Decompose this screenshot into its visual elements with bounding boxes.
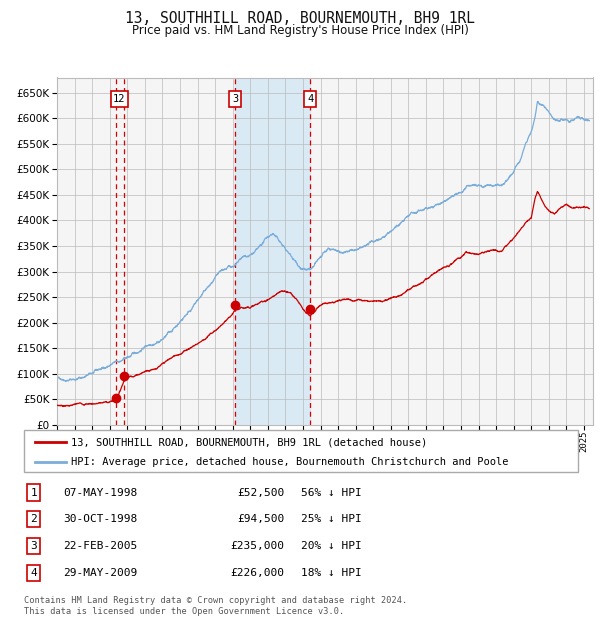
Text: 25% ↓ HPI: 25% ↓ HPI — [301, 515, 362, 525]
Text: 3: 3 — [31, 541, 37, 551]
Text: 20% ↓ HPI: 20% ↓ HPI — [301, 541, 362, 551]
Text: Price paid vs. HM Land Registry's House Price Index (HPI): Price paid vs. HM Land Registry's House … — [131, 24, 469, 37]
FancyBboxPatch shape — [24, 430, 578, 472]
Text: Contains HM Land Registry data © Crown copyright and database right 2024.
This d: Contains HM Land Registry data © Crown c… — [24, 596, 407, 616]
Text: 56% ↓ HPI: 56% ↓ HPI — [301, 487, 362, 498]
Text: 13, SOUTHHILL ROAD, BOURNEMOUTH, BH9 1RL (detached house): 13, SOUTHHILL ROAD, BOURNEMOUTH, BH9 1RL… — [71, 437, 427, 447]
Text: 12: 12 — [113, 94, 125, 104]
Text: HPI: Average price, detached house, Bournemouth Christchurch and Poole: HPI: Average price, detached house, Bour… — [71, 457, 509, 467]
Text: 3: 3 — [232, 94, 238, 104]
Text: 07-MAY-1998: 07-MAY-1998 — [63, 487, 137, 498]
Text: 1: 1 — [31, 487, 37, 498]
Text: £94,500: £94,500 — [238, 515, 284, 525]
Text: 29-MAY-2009: 29-MAY-2009 — [63, 568, 137, 578]
Bar — [235, 78, 310, 425]
Text: 4: 4 — [307, 94, 313, 104]
Text: 22-FEB-2005: 22-FEB-2005 — [63, 541, 137, 551]
Text: 13, SOUTHHILL ROAD, BOURNEMOUTH, BH9 1RL: 13, SOUTHHILL ROAD, BOURNEMOUTH, BH9 1RL — [125, 11, 475, 26]
Text: £52,500: £52,500 — [238, 487, 284, 498]
Text: 4: 4 — [31, 568, 37, 578]
Text: 30-OCT-1998: 30-OCT-1998 — [63, 515, 137, 525]
Text: 2: 2 — [31, 515, 37, 525]
Text: £235,000: £235,000 — [230, 541, 284, 551]
Text: 18% ↓ HPI: 18% ↓ HPI — [301, 568, 362, 578]
Text: £226,000: £226,000 — [230, 568, 284, 578]
